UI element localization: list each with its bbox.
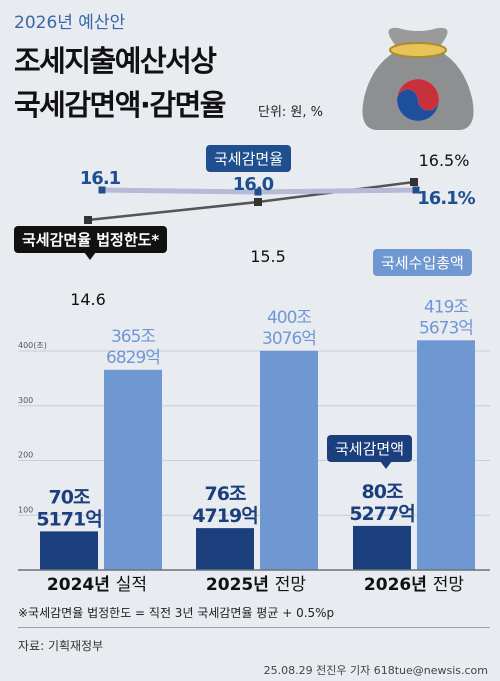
reduction-label-3-line1: 80조 xyxy=(362,481,403,503)
revenue-label-1-line1: 365조 xyxy=(111,327,155,347)
reduction-bar-3 xyxy=(353,525,411,570)
title-line-1: 조세지출예산서상 xyxy=(14,44,217,78)
revenue-bar-1 xyxy=(104,369,162,570)
rate-point-1 xyxy=(98,186,106,194)
reduction-label-pill: 국세감면액 xyxy=(327,435,413,462)
y-tick-labels: 100 200 300 400(조) xyxy=(18,341,47,514)
bars xyxy=(40,340,475,570)
y-tick-300: 300 xyxy=(18,396,33,405)
y-tick-400: 400(조) xyxy=(18,341,47,350)
reduction-bar-1 xyxy=(40,531,98,570)
limit-label-2: 15.5 xyxy=(250,247,286,266)
revenue-label-3-line2: 5673억 xyxy=(419,318,473,338)
reduction-label-1-line2: 5171억 xyxy=(36,508,101,530)
revenue-label-2-line1: 400조 xyxy=(267,308,311,328)
limit-point-2 xyxy=(254,198,262,206)
reduction-label-1-line1: 70조 xyxy=(49,486,90,508)
reduction-label-2-line2: 4719억 xyxy=(192,505,257,527)
reduction-label-2-line1: 76조 xyxy=(205,483,246,505)
revenue-bar-3 xyxy=(417,340,475,570)
money-bag-icon xyxy=(362,27,474,130)
lines: 14.6 15.5 16.5% 16.1 16.0 16.1% xyxy=(70,151,476,309)
y-tick-100: 100 xyxy=(18,505,33,514)
credit: 25.08.29 전진우 기자 618tue@newsis.com xyxy=(263,664,488,677)
footer-divider xyxy=(18,627,490,628)
limit-label-1: 14.6 xyxy=(70,290,106,309)
rate-label-2: 16.0 xyxy=(233,174,274,195)
reduction-bar-2 xyxy=(196,528,254,570)
limit-point-3 xyxy=(410,178,418,186)
subtitle: 2026년 예산안 xyxy=(14,13,126,33)
rate-point-3 xyxy=(412,186,420,194)
revenue-bar-2 xyxy=(260,350,318,570)
limit-label-pill: 국세감면율 법정한도* xyxy=(14,226,168,253)
revenue-label-2-line2: 3076억 xyxy=(262,329,316,349)
title-line-2: 국세감면액·감면율 xyxy=(14,88,226,122)
revenue-label-3-line1: 419조 xyxy=(424,297,468,317)
source: 자료: 기획재정부 xyxy=(18,639,104,653)
rate-label-pill: 국세감면율 xyxy=(206,145,292,172)
unit-label: 단위: 원, % xyxy=(258,105,324,120)
y-tick-200: 200 xyxy=(18,451,33,460)
rate-point-2 xyxy=(254,188,262,196)
footnote: ※국세감면율 법정한도 = 직전 3년 국세감면율 평균 + 0.5%p xyxy=(18,606,335,620)
revenue-label-1-line2: 6829억 xyxy=(106,348,160,368)
rate-label-3: 16.1% xyxy=(417,188,475,209)
reduction-label-pointer xyxy=(380,461,392,469)
x-category-labels: 2024년 실적 2025년 전망 2026년 전망 xyxy=(47,575,465,595)
limit-point-1 xyxy=(84,216,92,224)
limit-label-3: 16.5% xyxy=(419,151,470,170)
revenue-label-pill: 국세수입총액 xyxy=(373,249,472,276)
rate-label-1: 16.1 xyxy=(80,168,121,189)
y-grid xyxy=(18,350,490,516)
x-category-1: 2024년 실적 xyxy=(47,575,147,595)
limit-label-pointer xyxy=(84,252,96,260)
x-category-2: 2025년 전망 xyxy=(206,575,307,595)
x-category-3: 2026년 전망 xyxy=(364,575,465,595)
reduction-label-3-line2: 5277억 xyxy=(349,503,414,525)
